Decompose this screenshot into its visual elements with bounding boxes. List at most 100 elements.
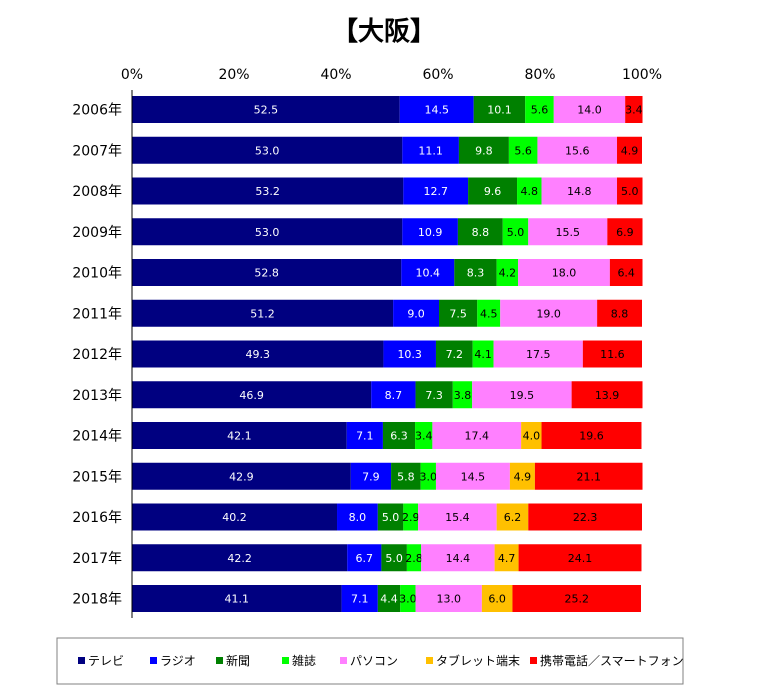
legend-swatch [426, 657, 433, 664]
bar-segment [528, 503, 642, 531]
bar-segment [472, 381, 572, 409]
x-axis: 0% 20% 40% 60% 80% 100% [121, 67, 662, 83]
bar-value-label: 4.4 [380, 593, 398, 606]
bar-value-label: 5.8 [397, 470, 415, 483]
bar-segment [132, 177, 404, 205]
legend-border [56, 637, 684, 685]
bar-segment [541, 177, 618, 205]
bar-segment [401, 259, 455, 286]
bar-segment [537, 136, 618, 164]
bar-value-label: 3.4 [415, 430, 433, 443]
category-label: 2016年 [72, 510, 122, 526]
bar-segment [391, 462, 421, 490]
bar-value-label: 10.1 [487, 104, 512, 117]
bar-segment [420, 462, 436, 490]
x-tick-label: 40% [320, 67, 351, 83]
bar-segment [625, 96, 643, 123]
bar-segment [477, 299, 501, 327]
bar-segment [571, 381, 643, 409]
bar-value-label: 3.0 [420, 470, 438, 483]
bar-segment [132, 218, 403, 246]
bar-value-label: 3.0 [399, 593, 417, 606]
bar-value-label: 4.7 [498, 552, 516, 565]
category-label: 2015年 [72, 469, 122, 485]
bar-segment [607, 218, 643, 246]
category-label: 2011年 [72, 306, 122, 322]
bar-segment [518, 544, 642, 572]
x-tick-label: 100% [622, 67, 662, 83]
bar-value-label: 14.5 [424, 104, 449, 117]
bar-value-label: 6.9 [616, 226, 634, 239]
bar-value-label: 22.3 [573, 511, 598, 524]
bar-segment [382, 422, 416, 449]
category-label: 2006年 [72, 103, 122, 119]
bar-value-label: 4.5 [480, 307, 498, 320]
bar-value-label: 4.8 [521, 185, 539, 198]
bar-value-label: 40.2 [222, 511, 247, 524]
bar-value-label: 6.0 [488, 593, 506, 606]
legend-entry-label: テレビ [88, 654, 124, 668]
bar-segment [132, 503, 338, 531]
bar-value-label: 17.5 [526, 348, 551, 361]
bar-segment [403, 177, 469, 205]
legend-entry-label: タブレット端末 [436, 653, 520, 668]
category-label: 2014年 [72, 429, 122, 445]
bar-segment [508, 136, 538, 164]
bar-value-label: 7.1 [351, 593, 369, 606]
bar-value-label: 41.1 [225, 593, 250, 606]
category-label: 2013年 [72, 388, 122, 404]
bar-segment [415, 422, 433, 449]
bar-value-label: 9.8 [475, 144, 493, 157]
bar-value-label: 5.0 [385, 552, 403, 565]
bar-value-label: 14.0 [577, 104, 602, 117]
x-tick-label: 20% [218, 67, 249, 83]
bar-segment [494, 544, 519, 572]
bar-value-label: 9.0 [407, 307, 425, 320]
bar-segment [132, 544, 348, 572]
bar-segment [481, 585, 513, 612]
bar-segment [439, 299, 478, 327]
bar-value-label: 12.7 [423, 185, 448, 198]
bar-value-label: 24.1 [568, 552, 593, 565]
bar-segment [473, 96, 526, 123]
bar-value-label: 5.0 [382, 511, 400, 524]
bar-segment [528, 218, 608, 246]
bar-segment [383, 340, 436, 368]
category-label: 2017年 [72, 551, 122, 567]
bar-segment [435, 462, 510, 490]
x-tick-label: 80% [524, 67, 555, 83]
legend-swatch [530, 657, 537, 664]
bar-segment [403, 503, 419, 531]
bar-value-label: 46.9 [239, 389, 264, 402]
bar-segment [521, 422, 542, 449]
chart-title: 【大阪】 [332, 17, 436, 47]
bar-segment [132, 462, 351, 490]
bar-segment [553, 96, 626, 123]
bar-value-label: 53.0 [255, 226, 280, 239]
bar-segment [509, 462, 535, 490]
bar-segment [347, 544, 382, 572]
bar-value-label: 52.5 [254, 104, 279, 117]
bar-value-label: 14.8 [567, 185, 592, 198]
bar-segment [458, 136, 509, 164]
bar-value-label: 5.0 [621, 185, 639, 198]
bar-value-label: 4.0 [523, 430, 541, 443]
bar-value-label: 7.5 [449, 307, 467, 320]
legend-entry-label: 新聞 [226, 653, 250, 668]
bar-segment [617, 136, 642, 164]
bar-value-label: 7.1 [356, 430, 374, 443]
bar-value-label: 11.1 [418, 144, 443, 157]
legend-swatch [78, 657, 85, 664]
bar-segment [402, 136, 459, 164]
bar-value-label: 8.3 [467, 267, 485, 280]
bar-segment [346, 422, 383, 449]
bar-segment [132, 381, 372, 409]
bar-value-label: 5.6 [531, 104, 549, 117]
category-label: 2009年 [72, 225, 122, 241]
bar-segment [399, 96, 474, 123]
bar-segment [500, 299, 598, 327]
bar-value-label: 21.1 [576, 470, 601, 483]
bar-segment [493, 340, 583, 368]
bar-value-label: 53.0 [255, 144, 280, 157]
